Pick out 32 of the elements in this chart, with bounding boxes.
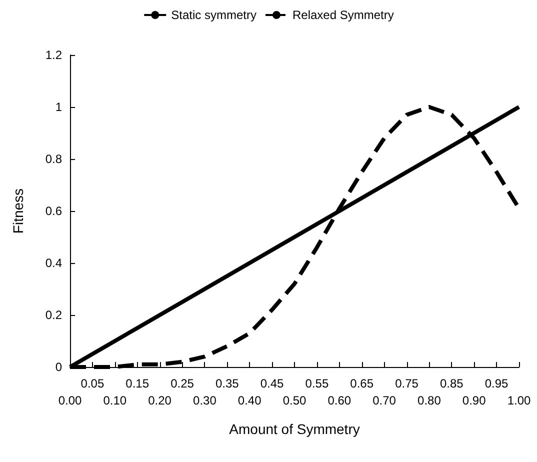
x-axis-title: Amount of Symmetry: [229, 421, 360, 437]
y-axis-title: Fitness: [10, 188, 26, 234]
x-tick-label: 0.70: [372, 394, 396, 408]
y-tick-label: 1: [55, 100, 62, 114]
x-tick-label: 0.90: [462, 394, 486, 408]
x-tick-label: 0.15: [126, 376, 150, 390]
x-tick-label: 0.65: [350, 376, 374, 390]
x-tick-label: 1.00: [507, 394, 531, 408]
x-tick-label: 0.50: [282, 394, 306, 408]
legend-label: Static symmetry: [171, 8, 256, 22]
y-tick-label: 0.2: [45, 308, 62, 322]
x-tick-label: 0.60: [328, 394, 352, 408]
x-tick-label: 0.40: [238, 394, 262, 408]
legend-label: Relaxed Symmetry: [292, 8, 394, 22]
x-tick-label: 0.95: [484, 376, 509, 390]
x-tick-label: 0.80: [418, 394, 442, 408]
x-tick-label: 0.85: [440, 376, 464, 390]
x-tick-label: 0.30: [193, 394, 217, 408]
x-tick-label: 0.00: [58, 394, 82, 408]
x-tick-label: 0.20: [148, 394, 172, 408]
x-tick-label: 0.45: [260, 376, 284, 390]
y-tick-label: 0.4: [45, 256, 62, 270]
y-tick-label: 0: [55, 360, 62, 374]
x-tick-label: 0.10: [103, 394, 127, 408]
y-tick-label: 0.6: [45, 204, 62, 218]
x-tick-label: 0.75: [395, 376, 419, 390]
x-tick-label: 0.35: [215, 376, 240, 390]
y-tick-label: 1.2: [45, 48, 62, 62]
x-tick-label: 0.05: [80, 376, 104, 390]
x-tick-label: 0.55: [305, 376, 329, 390]
x-tick-label: 0.25: [170, 376, 194, 390]
y-tick-label: 0.8: [45, 152, 62, 166]
